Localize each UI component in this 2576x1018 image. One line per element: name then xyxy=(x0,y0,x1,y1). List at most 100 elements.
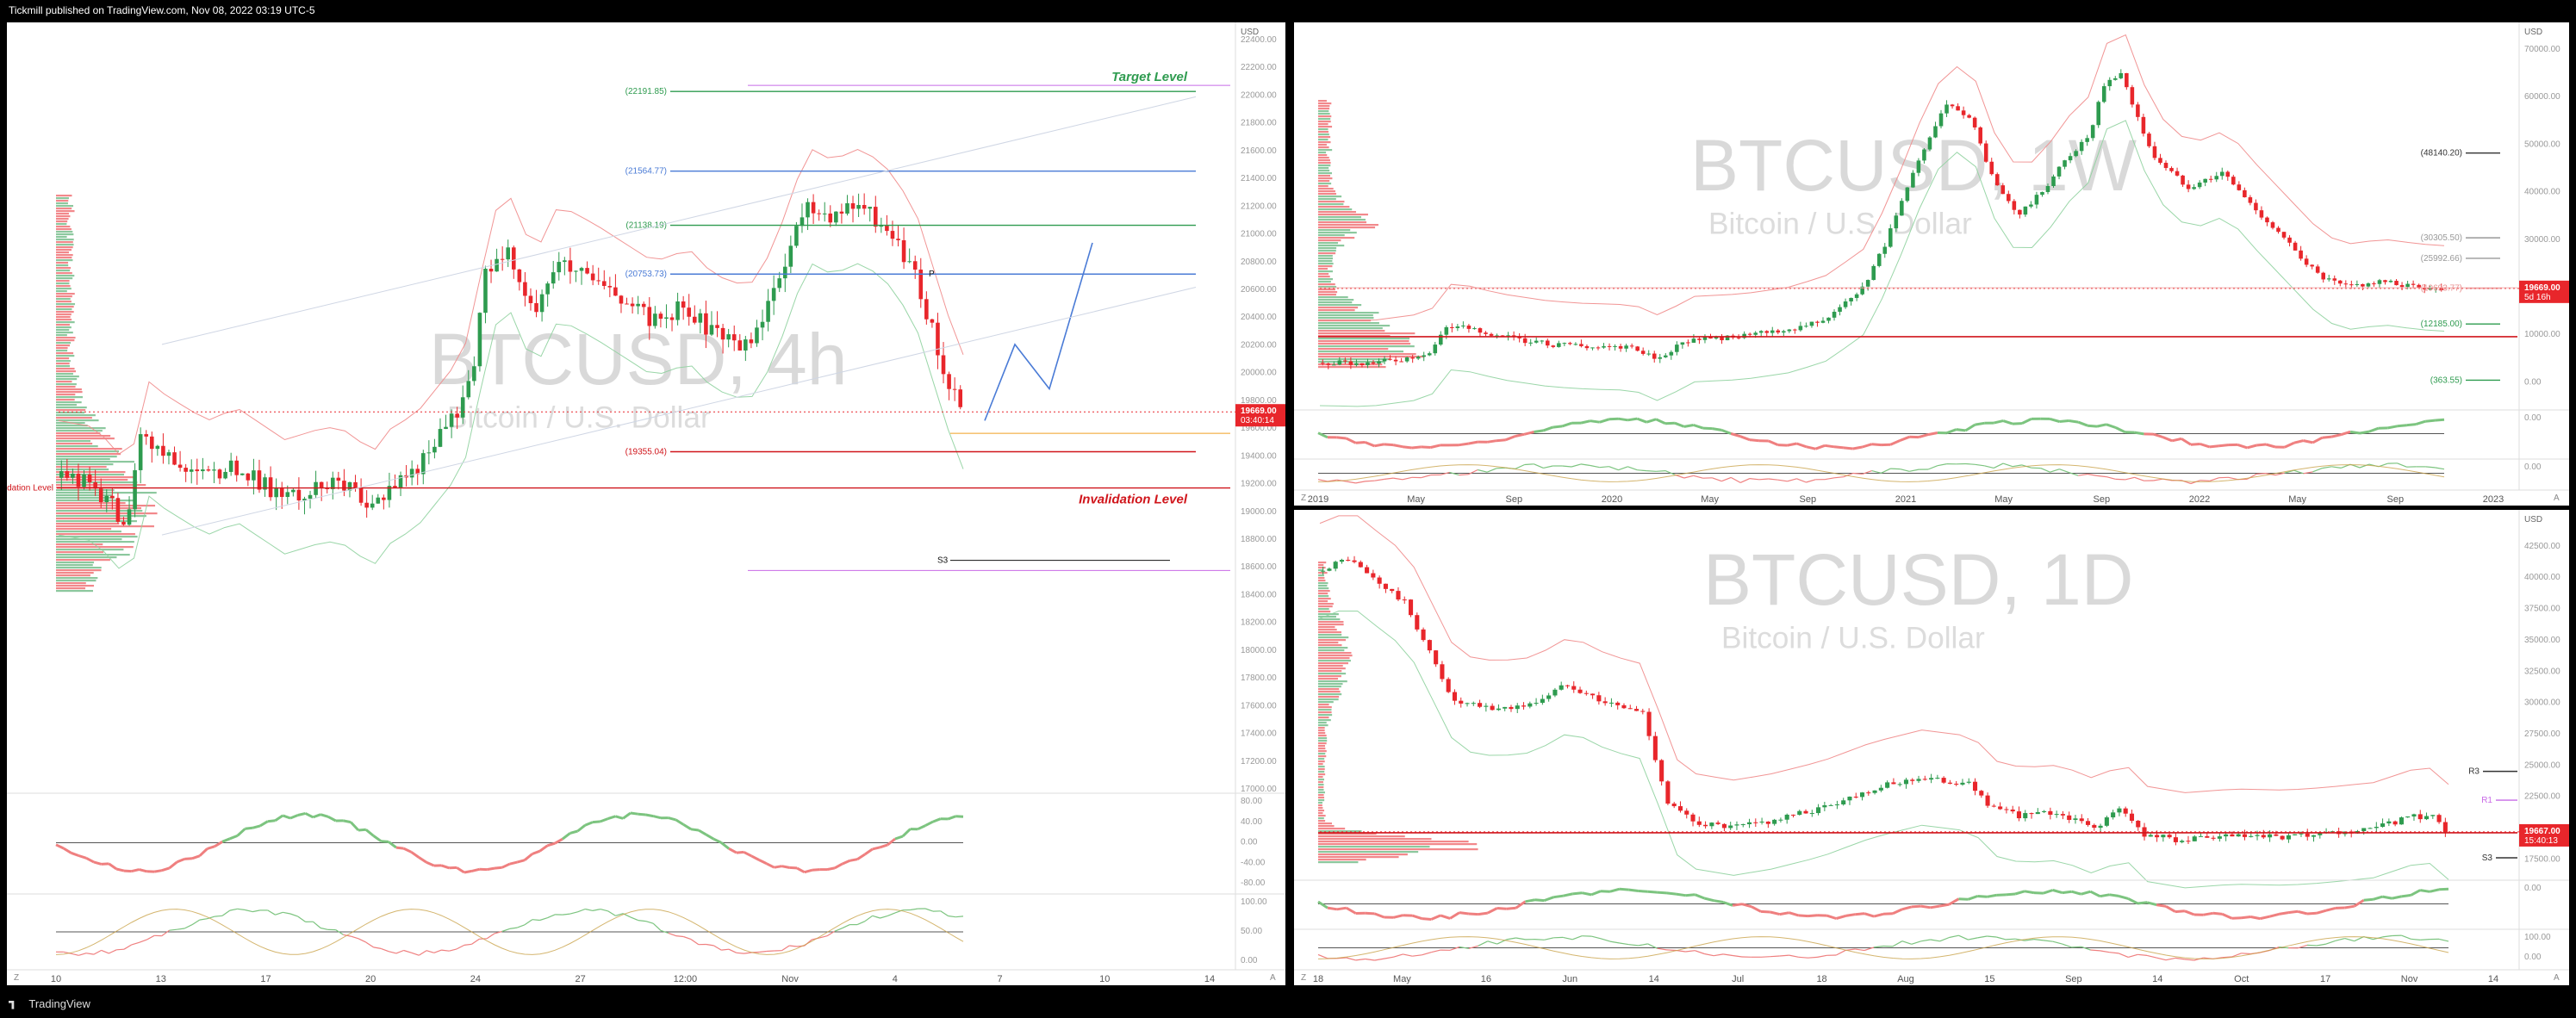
oscillator-segment xyxy=(93,949,102,955)
x-tick-label: Nov xyxy=(2401,974,2418,984)
volume-profile-bar xyxy=(1318,789,1324,791)
oscillator-segment xyxy=(2062,943,2072,948)
candle-body xyxy=(794,226,799,246)
oscillator-segment xyxy=(289,913,298,917)
oscillator-segment xyxy=(1864,912,1875,918)
oscillator-segment xyxy=(1987,935,1997,938)
candle-body xyxy=(2268,834,2273,838)
x-tick-label: 16 xyxy=(1481,974,1491,984)
oscillator-segment xyxy=(1911,904,1921,909)
oscillator-segment xyxy=(1580,463,1590,467)
oscillator-segment xyxy=(1835,914,1846,920)
volume-profile-bar xyxy=(56,210,75,213)
candle-body xyxy=(500,258,505,260)
volume-profile-bar xyxy=(1318,229,1351,232)
oscillator-segment xyxy=(1487,907,1498,915)
oscillator-segment xyxy=(1627,466,1638,471)
volume-profile-bar xyxy=(56,272,72,275)
volume-profile-bar xyxy=(1318,123,1328,126)
oscillator-segment xyxy=(2354,936,2364,942)
oscillator-segment xyxy=(1346,906,1357,915)
oscillator-segment xyxy=(1920,939,1931,942)
oscillator-segment xyxy=(1833,445,1845,450)
candle-body xyxy=(1444,326,1449,335)
oscillator-segment xyxy=(131,941,140,946)
oscillator-segment xyxy=(1826,914,1837,920)
oscillator-segment xyxy=(2069,472,2079,476)
oscillator-segment xyxy=(1581,891,1592,897)
oscillator-segment xyxy=(1478,469,1488,473)
oscillator-segment xyxy=(2419,889,2430,893)
candle-body xyxy=(2211,837,2216,839)
oscillator-segment xyxy=(1563,936,1573,940)
volume-profile-bar xyxy=(56,373,73,376)
candle-body xyxy=(1396,591,1401,600)
volume-profile-bar xyxy=(1318,773,1326,776)
candle-body xyxy=(483,269,488,313)
oscillator-segment xyxy=(433,949,442,953)
oscillator-segment xyxy=(1627,417,1638,422)
y-tick-label: 17200.00 xyxy=(1241,757,1277,767)
candle-body xyxy=(1522,338,1528,344)
candle-body xyxy=(1500,335,1505,337)
candle-body xyxy=(641,303,646,307)
x-tick-label: 27 xyxy=(576,974,586,984)
oscillator-segment xyxy=(236,828,246,837)
candle-body xyxy=(2123,808,2128,814)
volume-profile-bar xyxy=(56,244,74,246)
oscillator-segment xyxy=(1552,425,1563,429)
oscillator-segment xyxy=(1993,419,2004,425)
candle-body xyxy=(2299,833,2304,835)
candle-body xyxy=(1339,560,1345,562)
oscillator-segment xyxy=(2246,444,2257,450)
volume-profile-bar xyxy=(1318,270,1333,273)
oscillator-segment xyxy=(1930,904,1940,909)
oscillator-segment xyxy=(1975,421,1985,426)
volume-profile-bar xyxy=(1318,727,1325,729)
candle-body xyxy=(2377,280,2382,284)
volume-profile-bar xyxy=(1318,133,1329,136)
oscillator-segment xyxy=(1336,906,1347,911)
footer-brand[interactable]: TradingView xyxy=(28,997,90,1010)
volume-profile-bar xyxy=(1318,126,1333,128)
oscillator-segment xyxy=(2349,430,2361,435)
oscillator-segment xyxy=(2435,467,2445,470)
oscillator-segment xyxy=(917,824,926,831)
oscillator-segment xyxy=(1600,938,1611,942)
candle-body xyxy=(1860,286,1864,295)
chart-panel-1w[interactable]: BTCUSD, 1W Bitcoin / U.S. Dollar USD 70000.… xyxy=(1294,22,2569,506)
candle-body xyxy=(850,203,856,209)
candle-body xyxy=(715,325,719,328)
oscillator-segment xyxy=(267,909,276,916)
oscillator-segment xyxy=(1374,958,1384,961)
oscillator-segment xyxy=(1384,443,1394,447)
volume-profile-bar xyxy=(1318,719,1331,722)
candle-body xyxy=(2355,283,2360,285)
oscillator-segment xyxy=(2316,943,2327,947)
volume-profile-bar xyxy=(56,538,122,541)
candle-body xyxy=(1954,783,1959,785)
oscillator-segment xyxy=(2181,438,2192,446)
oscillator-segment xyxy=(2184,959,2194,961)
candle-body xyxy=(658,313,663,320)
oscillator-segment xyxy=(1590,890,1602,897)
candle-body xyxy=(1621,705,1627,709)
oscillator-segment xyxy=(1749,478,1759,481)
volume-profile-bar xyxy=(56,525,154,528)
chart-panel-4h[interactable]: BTCUSD, 4h Bitcoin / U.S. Dollar USD 22400.… xyxy=(7,22,1285,985)
volume-profile-bar xyxy=(1318,247,1337,250)
oscillator-segment xyxy=(1430,444,1440,449)
y-tick-label: 17000.00 xyxy=(1241,785,1277,794)
candle-body xyxy=(2304,258,2309,265)
volume-profile-bar xyxy=(1318,711,1332,714)
oscillator-segment xyxy=(1814,444,1826,450)
candle-body xyxy=(1691,338,1696,343)
candle-body xyxy=(1415,615,1420,630)
oscillator-segment xyxy=(1599,466,1609,469)
chart-panel-1d[interactable]: BTCUSD, 1D Bitcoin / U.S. Dollar USD 42500.… xyxy=(1294,510,2569,985)
oscillator-segment xyxy=(1412,954,1422,957)
candle-body xyxy=(506,247,511,260)
